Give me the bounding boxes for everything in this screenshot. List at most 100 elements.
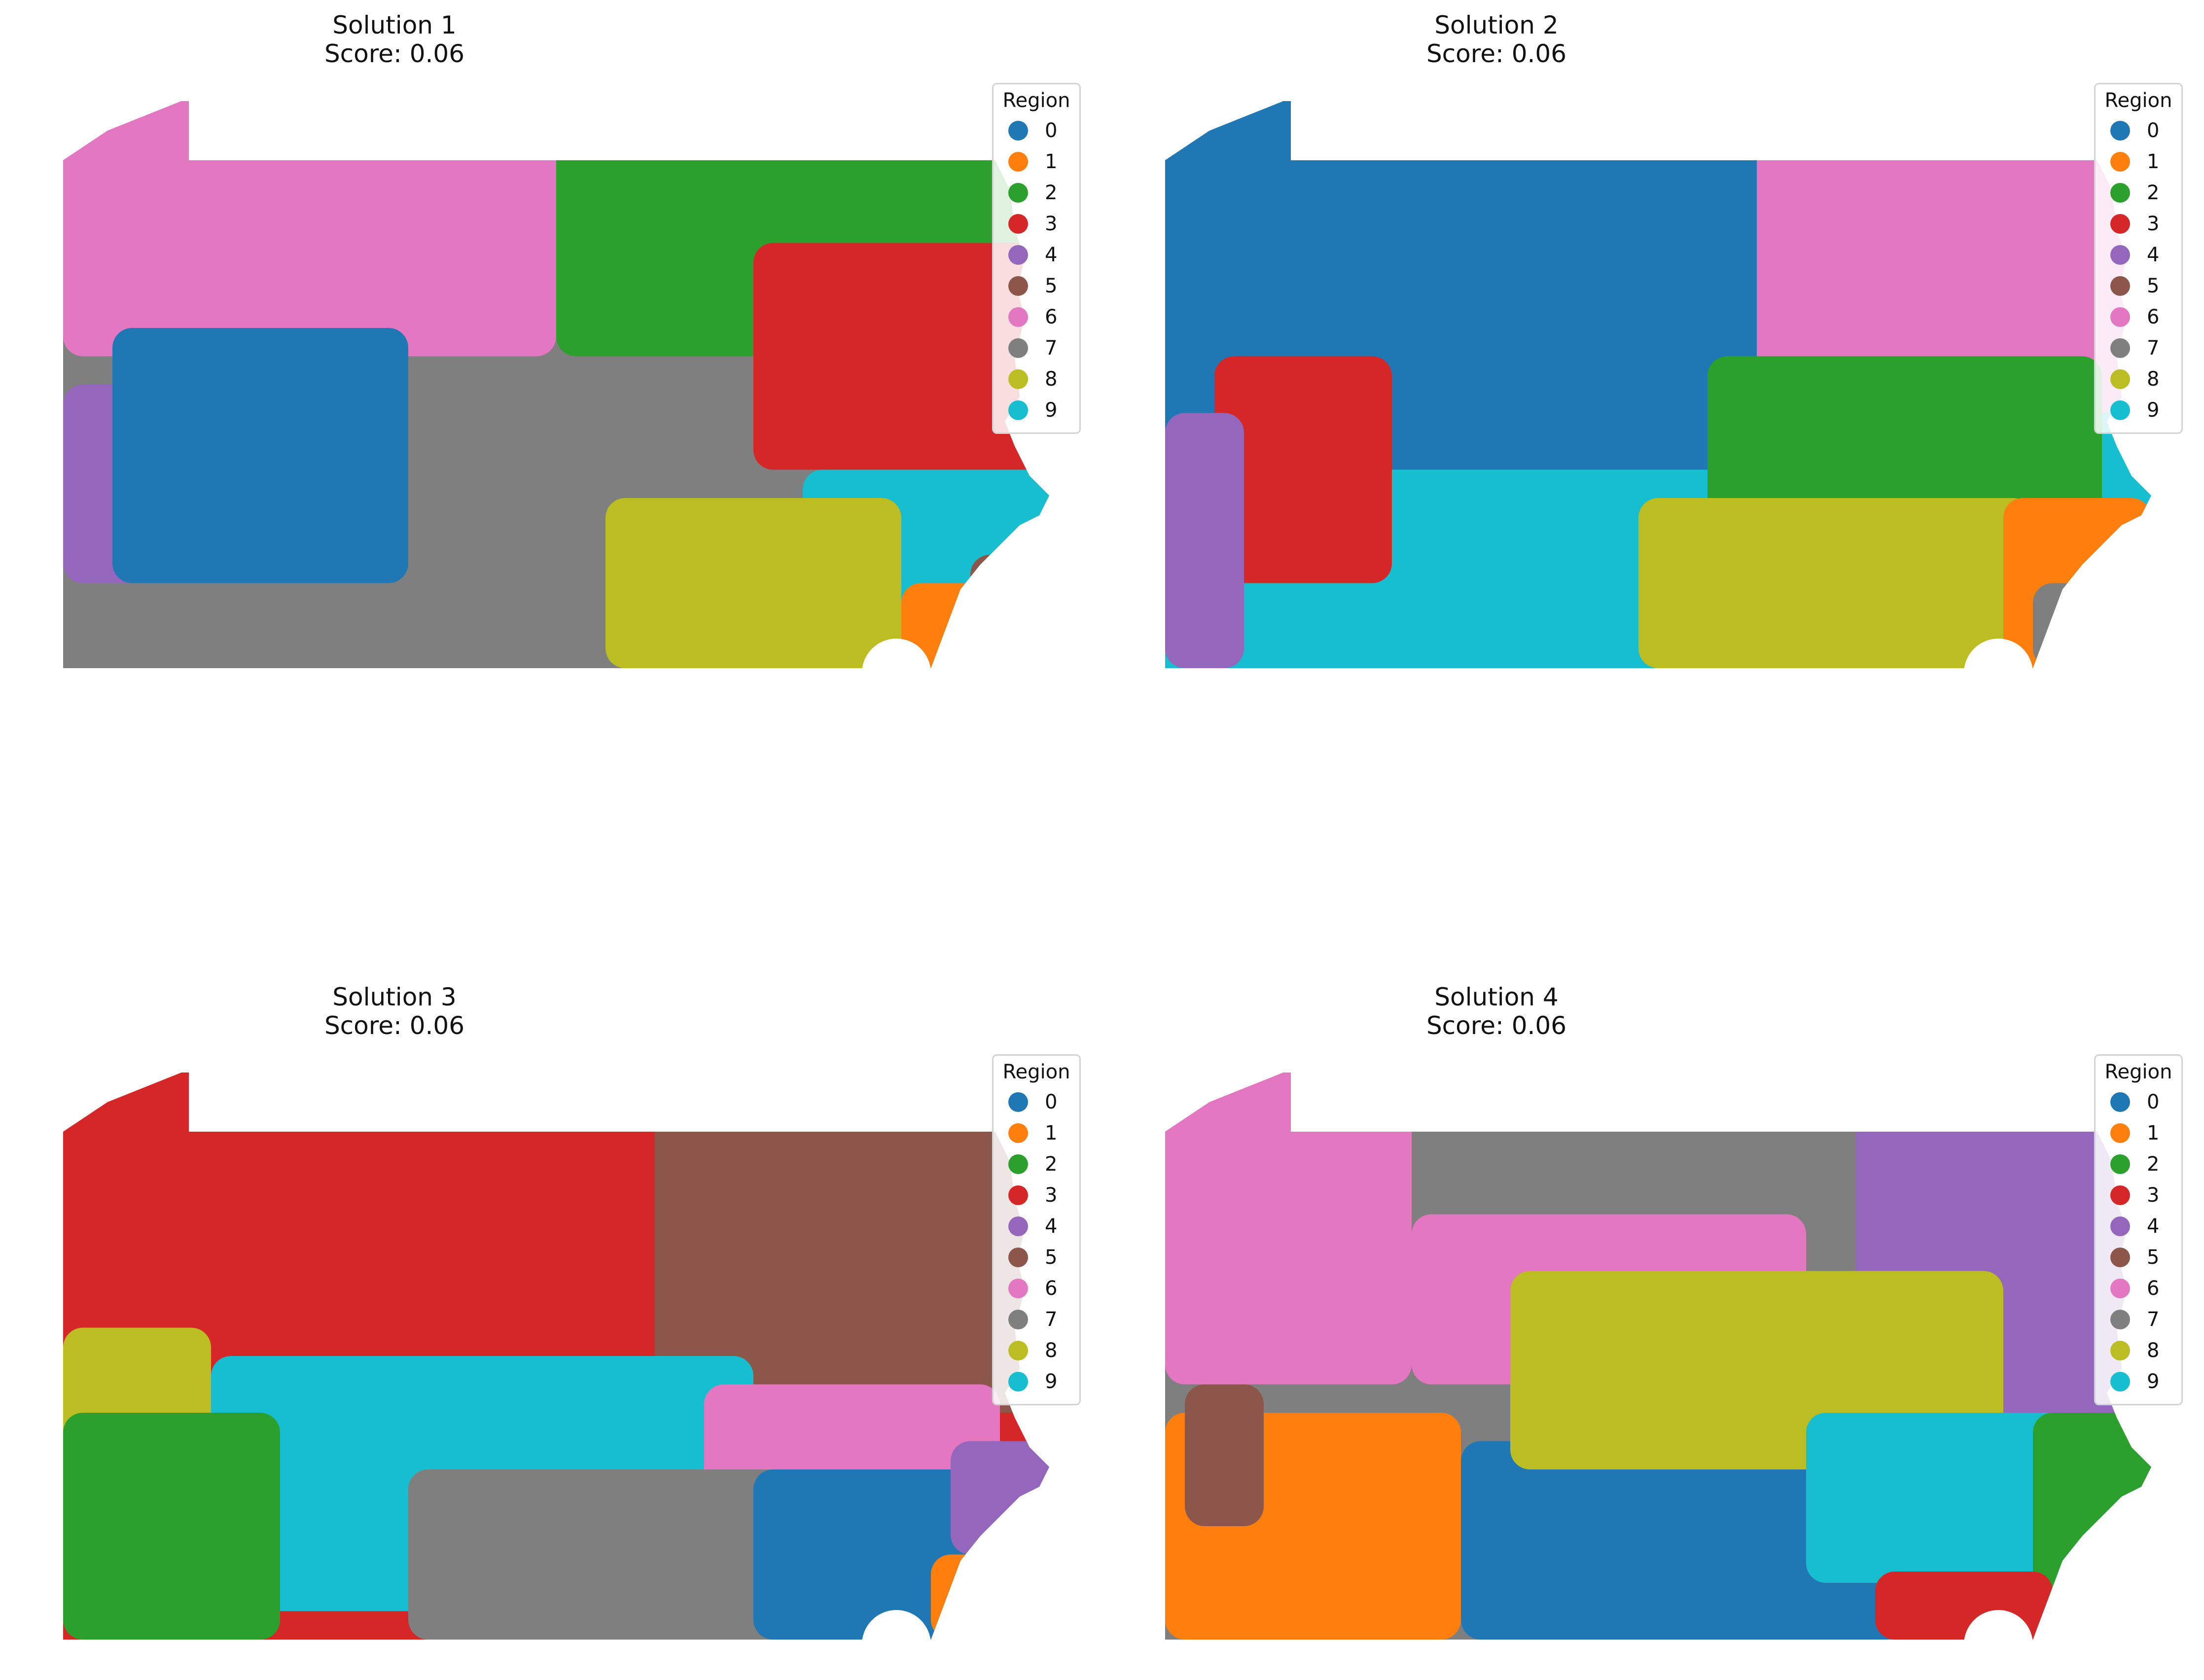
- legend-item: 6: [2102, 1273, 2174, 1304]
- region-6: [1757, 101, 2151, 413]
- legend-swatch: [2110, 338, 2130, 358]
- panel-solution-3: Solution 3 Score: 0.06 Region 0 1 2 3 4 5 6 7 8 9: [0, 840, 1102, 1680]
- legend-label: 3: [2147, 212, 2160, 235]
- region-3: [1214, 356, 1392, 583]
- legend-label: 3: [2147, 1183, 2160, 1207]
- legend-label: 3: [1045, 1183, 1058, 1207]
- region-1: [2003, 498, 2151, 668]
- legend-swatch: [1008, 1247, 1028, 1267]
- region-5: [1185, 1384, 1264, 1526]
- legend-item: 7: [1000, 332, 1072, 363]
- region-6: [63, 101, 556, 357]
- region-7: [408, 1469, 803, 1640]
- region-4: [951, 1441, 1049, 1555]
- legend-swatch: [1008, 1278, 1028, 1298]
- region-2: [2033, 1413, 2151, 1611]
- legend-item: 6: [1000, 1273, 1072, 1304]
- legend-item: 3: [2102, 208, 2174, 239]
- legend-item: 9: [2102, 394, 2174, 426]
- legend-label: 8: [2147, 367, 2160, 391]
- legend-label: 2: [2147, 181, 2160, 204]
- legend-swatch: [2110, 1185, 2130, 1205]
- legend-label: 4: [1045, 1215, 1058, 1238]
- legend-swatch: [1008, 214, 1028, 234]
- legend-swatch: [2110, 1247, 2130, 1267]
- panel-title: Solution 2 Score: 0.06: [1426, 11, 1567, 68]
- legend-label: 7: [1045, 1308, 1058, 1331]
- legend-item: 7: [2102, 1304, 2174, 1335]
- legend-label: 0: [1045, 1090, 1058, 1113]
- legend-swatch: [1008, 276, 1028, 296]
- legend-label: 7: [1045, 336, 1058, 359]
- legend-label: 0: [2147, 1090, 2160, 1113]
- legend-label: 6: [1045, 1277, 1058, 1300]
- legend-item: 0: [1000, 115, 1072, 146]
- region-map: [1165, 1072, 2151, 1640]
- legend-swatch: [1008, 1340, 1028, 1360]
- legend-swatch: [2110, 1092, 2130, 1112]
- legend-label: 8: [2147, 1339, 2160, 1362]
- legend-item: 9: [1000, 394, 1072, 426]
- panel-title: Solution 4 Score: 0.06: [1426, 983, 1567, 1040]
- legend-label: 4: [2147, 1215, 2160, 1238]
- region-0: [112, 328, 408, 583]
- legend-item: 6: [2102, 301, 2174, 332]
- region-map: [63, 101, 1049, 668]
- panel-solution-4: Solution 4 Score: 0.06 Region 0 1 2 3 4 5 6 7 8 9: [1102, 840, 2204, 1680]
- legend-swatch: [2110, 1309, 2130, 1329]
- region-8: [1638, 498, 2033, 668]
- legend-item: 4: [2102, 1211, 2174, 1242]
- legend-label: 2: [2147, 1152, 2160, 1176]
- legend-title: Region: [2104, 89, 2172, 112]
- legend-item: 5: [2102, 1242, 2174, 1273]
- legend-item: 0: [1000, 1086, 1072, 1117]
- legend-swatch: [2110, 276, 2130, 296]
- region-0: [1461, 1441, 1905, 1640]
- legend-label: 8: [1045, 367, 1058, 391]
- legend-title: Region: [1002, 89, 1070, 112]
- legend-item: 2: [2102, 1148, 2174, 1180]
- legend-item: 3: [2102, 1180, 2174, 1211]
- legend-swatch: [1008, 182, 1028, 203]
- legend-swatch: [1008, 369, 1028, 389]
- legend-swatch: [2110, 120, 2130, 141]
- legend-swatch: [2110, 1154, 2130, 1174]
- legend-label: 5: [2147, 274, 2160, 297]
- legend-label: 1: [1045, 150, 1058, 173]
- legend-swatch: [2110, 1340, 2130, 1360]
- panel-title: Solution 1 Score: 0.06: [324, 11, 465, 68]
- legend-item: 6: [1000, 301, 1072, 332]
- legend-item: 2: [1000, 177, 1072, 208]
- legend-item: 9: [1000, 1366, 1072, 1397]
- region-6: [1165, 1072, 1412, 1385]
- legend-title: Region: [1002, 1061, 1070, 1083]
- panel-title: Solution 3 Score: 0.06: [324, 983, 465, 1040]
- legend-item: 5: [2102, 270, 2174, 301]
- legend-swatch: [2110, 1216, 2130, 1236]
- legend-label: 4: [1045, 243, 1058, 266]
- legend-swatch: [2110, 1371, 2130, 1392]
- legend-item: 4: [1000, 239, 1072, 270]
- legend-label: 9: [1045, 1370, 1058, 1393]
- legend-item: 4: [2102, 239, 2174, 270]
- legend-label: 9: [2147, 398, 2160, 422]
- region-map: [63, 1072, 1049, 1640]
- legend-swatch: [1008, 338, 1028, 358]
- legend-swatch: [1008, 1216, 1028, 1236]
- legend-item: 3: [1000, 1180, 1072, 1211]
- legend-item: 1: [1000, 1117, 1072, 1148]
- region-1: [931, 1554, 1010, 1640]
- legend-label: 5: [1045, 274, 1058, 297]
- legend-label: 0: [1045, 119, 1058, 142]
- legend-label: 6: [2147, 1277, 2160, 1300]
- legend-item: 5: [1000, 1242, 1072, 1273]
- legend-item: 7: [2102, 332, 2174, 363]
- panel-solution-1: Solution 1 Score: 0.06 Region 0 1 2 3 4 5 6 7 8 9: [0, 0, 1102, 840]
- legend: Region 0 1 2 3 4 5 6 7 8 9: [2094, 1054, 2183, 1405]
- legend-swatch: [1008, 307, 1028, 327]
- legend-item: 4: [1000, 1211, 1072, 1242]
- legend-label: 8: [1045, 1339, 1058, 1362]
- legend-swatch: [2110, 151, 2130, 172]
- legend-label: 7: [2147, 336, 2160, 359]
- region-5: [655, 1072, 1049, 1413]
